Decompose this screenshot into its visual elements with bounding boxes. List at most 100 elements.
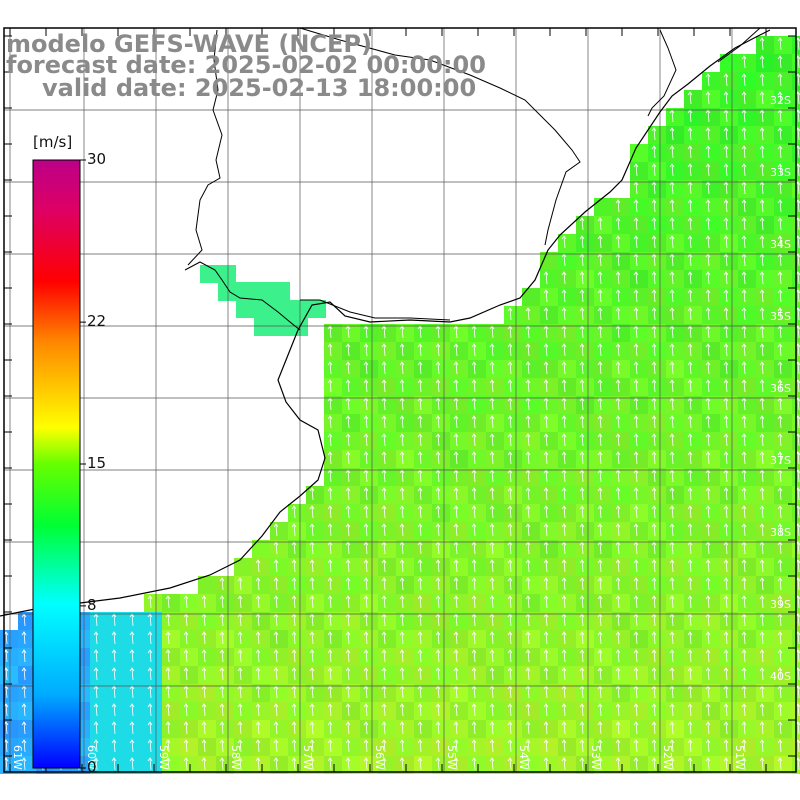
wind-cell — [378, 342, 396, 360]
wind-cell — [396, 720, 414, 738]
wind-cell — [216, 594, 234, 612]
wind-cell — [360, 378, 378, 396]
wind-arrow — [597, 217, 603, 231]
wind-cell — [576, 504, 594, 522]
wind-cell — [630, 144, 648, 162]
wind-cell — [702, 504, 720, 522]
wind-cell — [126, 738, 144, 756]
wind-arrow — [651, 379, 657, 393]
wind-arrow — [381, 523, 387, 537]
wind-cell — [702, 684, 720, 702]
lat-label: 39S — [770, 598, 791, 611]
wind-cell — [684, 126, 702, 144]
wind-arrow — [777, 289, 783, 303]
wind-arrow — [525, 307, 531, 321]
wind-cell — [684, 180, 702, 198]
wind-cell — [630, 630, 648, 648]
wind-cell — [450, 360, 468, 378]
wind-arrow — [327, 505, 333, 519]
wind-cell — [234, 612, 252, 630]
wind-cell — [504, 684, 522, 702]
wind-cell — [108, 684, 126, 702]
wind-cell — [486, 450, 504, 468]
wind-arrow — [777, 577, 783, 591]
wind-cell — [414, 360, 432, 378]
wind-arrow — [705, 271, 711, 285]
wind-cell — [432, 648, 450, 666]
wind-cell — [432, 450, 450, 468]
wind-arrow — [687, 343, 693, 357]
wind-cell — [486, 702, 504, 720]
wind-arrow — [435, 667, 441, 681]
wind-cell — [360, 324, 378, 342]
wind-arrow — [489, 487, 495, 501]
wind-cell — [666, 108, 684, 126]
wind-arrow — [453, 361, 459, 375]
wind-arrow — [741, 307, 747, 321]
wind-cell — [612, 468, 630, 486]
wind-arrow — [561, 523, 567, 537]
wind-cell — [342, 666, 360, 684]
wind-cell — [594, 216, 612, 234]
wind-arrow — [777, 199, 783, 213]
wind-cell — [414, 504, 432, 522]
wind-arrow — [471, 703, 477, 717]
wind-arrow — [201, 595, 207, 609]
wind-arrow — [651, 199, 657, 213]
lon-label: 59W — [157, 745, 170, 770]
wind-cell — [504, 558, 522, 576]
wind-cell — [720, 306, 738, 324]
wind-cell — [720, 486, 738, 504]
wind-cell — [522, 360, 540, 378]
wind-cell — [558, 342, 576, 360]
wind-arrow — [705, 487, 711, 501]
wind-cell — [612, 360, 630, 378]
wind-cell — [450, 558, 468, 576]
wind-arrow — [561, 577, 567, 591]
wind-arrow — [471, 451, 477, 465]
wind-arrow — [759, 649, 765, 663]
wind-arrow — [291, 721, 297, 735]
wind-cell — [450, 648, 468, 666]
wind-arrow — [327, 721, 333, 735]
wind-arrow — [363, 361, 369, 375]
wind-arrow — [417, 595, 423, 609]
wind-arrow — [723, 721, 729, 735]
wind-cell — [414, 666, 432, 684]
wind-cell — [684, 360, 702, 378]
wind-arrow — [777, 127, 783, 141]
wind-cell — [504, 576, 522, 594]
wind-arrow — [615, 361, 621, 375]
wind-cell — [360, 630, 378, 648]
wind-cell — [756, 144, 774, 162]
wind-cell — [738, 234, 756, 252]
wind-arrow — [525, 739, 531, 753]
wind-cell — [594, 684, 612, 702]
wind-arrow — [687, 271, 693, 285]
wind-arrow — [579, 379, 585, 393]
wind-cell — [288, 504, 306, 522]
wind-cell — [522, 522, 540, 540]
wind-cell — [576, 396, 594, 414]
wind-cell — [648, 450, 666, 468]
wind-arrow — [291, 631, 297, 645]
wind-cell — [468, 414, 486, 432]
wind-cell — [486, 576, 504, 594]
wind-cell — [666, 144, 684, 162]
wind-arrow — [723, 361, 729, 375]
wind-arrow — [669, 307, 675, 321]
lat-label: 35S — [770, 310, 791, 323]
wind-arrow — [435, 343, 441, 357]
wind-cell — [360, 720, 378, 738]
wind-arrow — [579, 703, 585, 717]
wind-cell — [540, 738, 558, 756]
wind-arrow — [417, 523, 423, 537]
wind-arrow — [759, 487, 765, 501]
wind-arrow — [327, 415, 333, 429]
wind-cell — [630, 162, 648, 180]
wind-cell — [522, 648, 540, 666]
wind-cell — [648, 378, 666, 396]
wind-arrow — [111, 757, 117, 771]
wind-arrow — [111, 721, 117, 735]
wind-arrow — [615, 631, 621, 645]
